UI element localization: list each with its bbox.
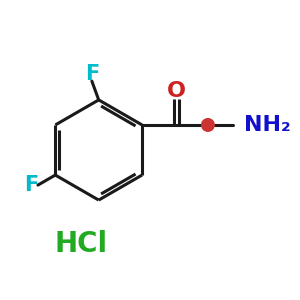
Text: F: F (24, 175, 38, 195)
Text: O: O (167, 81, 186, 101)
Text: F: F (85, 64, 99, 84)
Text: HCl: HCl (55, 230, 108, 258)
Text: NH₂: NH₂ (244, 115, 291, 135)
Circle shape (202, 119, 214, 131)
